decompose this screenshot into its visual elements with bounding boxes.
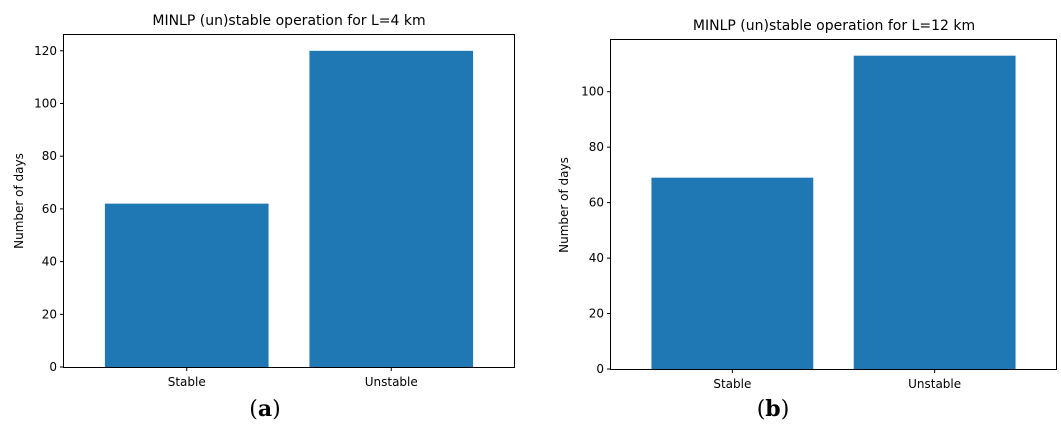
- y-tick-label: 120: [34, 44, 57, 58]
- plot-frame: [610, 39, 1057, 370]
- y-tick-label: 60: [42, 202, 57, 216]
- y-tick-label: 40: [589, 251, 604, 265]
- plot-frame: [63, 34, 515, 368]
- x-tick-label: Unstable: [908, 377, 961, 391]
- y-tick-label: 60: [589, 196, 604, 210]
- chart-title: MINLP (un)stable operation for L=4 km: [152, 13, 425, 29]
- y-tick-label: 0: [596, 362, 604, 376]
- y-axis-label: Number of days: [12, 153, 26, 249]
- panel-label-b: (b): [756, 396, 790, 422]
- bars-group: [651, 55, 1016, 370]
- panel-letter: b: [765, 396, 781, 422]
- bar-unstable: [853, 55, 1016, 370]
- y-tick-label: 80: [42, 149, 57, 163]
- bar-stable: [104, 203, 269, 367]
- x-tick-label: Unstable: [365, 375, 418, 389]
- panel-letter: a: [257, 396, 273, 422]
- y-tick-label: 80: [589, 140, 604, 154]
- y-tick-label: 100: [34, 97, 57, 111]
- x-tick-label: Stable: [168, 375, 206, 389]
- bar-chart-a: MINLP (un)stable operation for L=4 km Nu…: [12, 13, 515, 389]
- x-tick-label: Stable: [713, 377, 751, 391]
- y-tick-label: 40: [42, 255, 57, 269]
- y-tick-label: 0: [49, 360, 57, 374]
- chart-title: MINLP (un)stable operation for L=12 km: [693, 18, 975, 34]
- bar-chart-b: MINLP (un)stable operation for L=12 km N…: [557, 18, 1057, 391]
- bars-group: [104, 50, 474, 368]
- y-tick-label: 20: [589, 307, 604, 321]
- y-tick-label: 100: [581, 85, 604, 99]
- bar-unstable: [309, 50, 474, 368]
- ticks-group: Stable Unstable 0 20 40 60 80 100 120: [34, 44, 418, 389]
- ticks-group: Stable Unstable 0 20 40 60 80 100: [581, 85, 961, 391]
- panel-label-a: (a): [249, 396, 281, 422]
- y-tick-label: 20: [42, 307, 57, 321]
- bar-stable: [651, 177, 814, 369]
- y-axis-label: Number of days: [557, 157, 571, 253]
